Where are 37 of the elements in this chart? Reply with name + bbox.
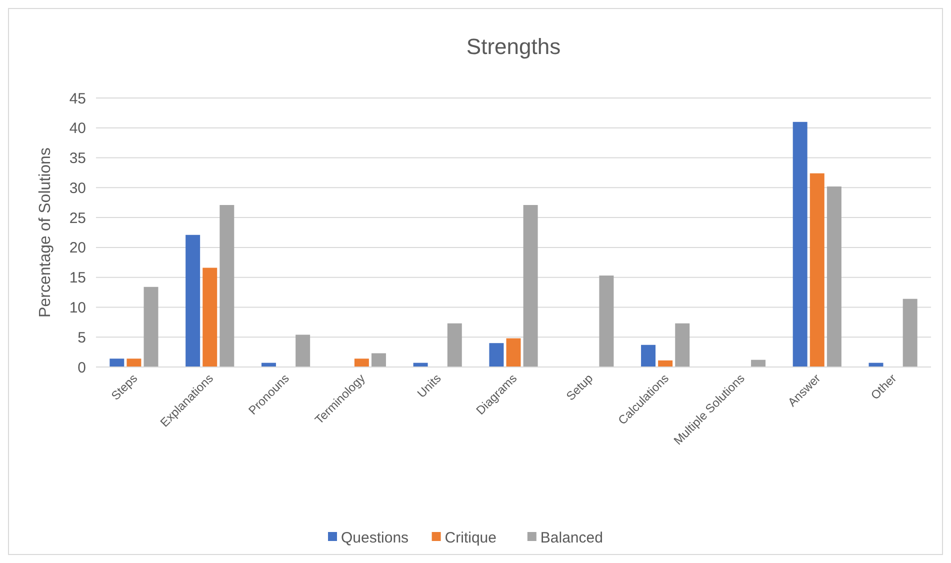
bar — [902, 298, 918, 367]
y-tick-label: 15 — [69, 270, 86, 287]
y-tick-label: 0 — [78, 359, 86, 376]
bar — [220, 205, 234, 367]
y-tick-label: 20 — [69, 240, 86, 257]
bar — [186, 234, 200, 367]
bar — [126, 358, 142, 367]
bar — [599, 276, 614, 367]
y-tick-label: 25 — [69, 210, 86, 227]
bar — [792, 122, 808, 367]
bar — [447, 323, 462, 367]
y-tick-label: 30 — [69, 180, 86, 197]
y-tick-label: 45 — [69, 90, 86, 108]
y-tick-label: 5 — [78, 329, 86, 346]
y-axis-title: Percentage of Solutions — [37, 148, 54, 318]
bar — [826, 186, 842, 367]
bar — [371, 353, 386, 367]
bar — [751, 360, 766, 367]
bar — [354, 358, 369, 367]
bar — [296, 334, 310, 367]
bar — [641, 344, 656, 367]
legend-label: Balanced — [540, 529, 603, 546]
bar — [675, 323, 690, 367]
chart-title: Strengths — [466, 34, 561, 59]
bar — [523, 205, 538, 367]
bar — [110, 358, 124, 367]
bar — [202, 268, 218, 367]
bar — [506, 338, 521, 367]
bar — [810, 173, 824, 367]
y-tick-label: 10 — [69, 299, 86, 316]
legend-label: Critique — [444, 529, 496, 546]
y-tick-label: 35 — [69, 150, 86, 168]
y-tick-label: 40 — [69, 120, 86, 138]
bar — [489, 343, 504, 367]
bar — [144, 286, 158, 367]
bar — [658, 360, 673, 367]
legend-label: Questions — [341, 529, 409, 546]
